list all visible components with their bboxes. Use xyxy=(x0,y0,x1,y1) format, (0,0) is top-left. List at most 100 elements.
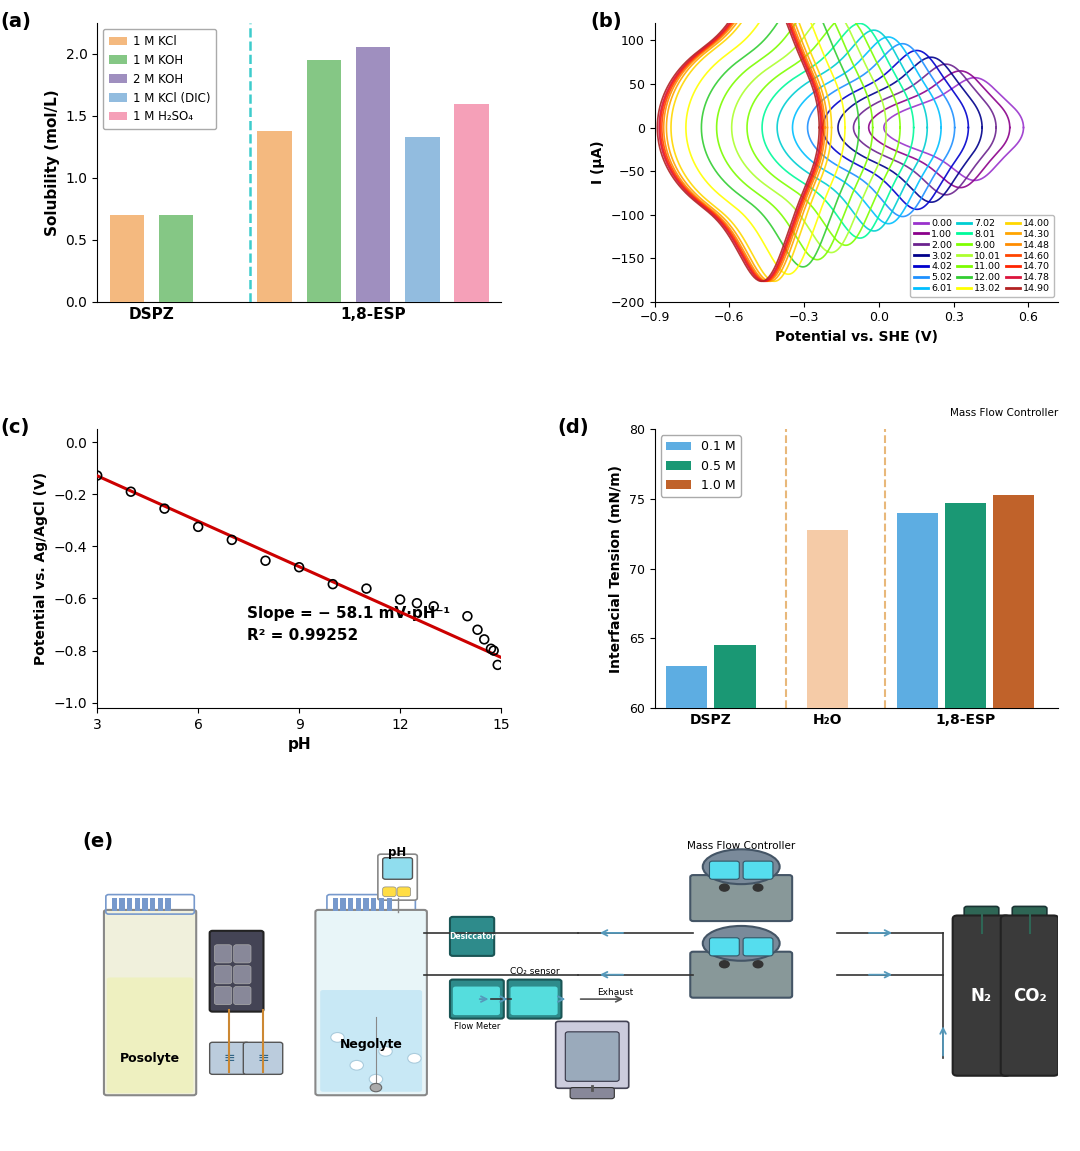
Circle shape xyxy=(379,1046,392,1057)
FancyBboxPatch shape xyxy=(690,952,792,998)
Legend: 0.00, 1.00, 2.00, 3.02, 4.02, 5.02, 6.01, 7.02, 8.01, 9.00, 10.01, 11.00, 12.00,: 0.00, 1.00, 2.00, 3.02, 4.02, 5.02, 6.01… xyxy=(910,215,1054,297)
Text: ≡: ≡ xyxy=(224,1051,235,1066)
Circle shape xyxy=(330,1032,345,1043)
Text: (a): (a) xyxy=(0,12,31,31)
Text: Desiccator: Desiccator xyxy=(449,932,495,940)
FancyBboxPatch shape xyxy=(556,1021,629,1088)
Bar xyxy=(364,898,368,910)
FancyBboxPatch shape xyxy=(210,1043,249,1074)
FancyBboxPatch shape xyxy=(382,887,396,897)
Bar xyxy=(158,898,163,910)
Text: Mass Flow Controller: Mass Flow Controller xyxy=(687,841,795,851)
Text: Mass Flow Controller: Mass Flow Controller xyxy=(950,409,1058,418)
FancyBboxPatch shape xyxy=(233,966,251,984)
Text: N₂: N₂ xyxy=(971,986,993,1005)
Point xyxy=(324,576,341,594)
FancyBboxPatch shape xyxy=(964,907,999,921)
Text: CO₂: CO₂ xyxy=(1013,986,1047,1005)
Point xyxy=(489,656,507,674)
Point xyxy=(189,518,206,536)
FancyBboxPatch shape xyxy=(382,857,413,879)
Point xyxy=(257,551,274,570)
Bar xyxy=(355,898,361,910)
Legend: 1 M KCl, 1 M KOH, 2 M KOH, 1 M KCl (DIC), 1 M H₂SO₄: 1 M KCl, 1 M KOH, 2 M KOH, 1 M KCl (DIC)… xyxy=(103,29,216,129)
Point xyxy=(459,607,476,625)
Bar xyxy=(665,666,707,1151)
Point xyxy=(291,558,308,577)
FancyBboxPatch shape xyxy=(1001,915,1058,1076)
FancyBboxPatch shape xyxy=(320,990,422,1092)
Bar xyxy=(896,513,939,1151)
Y-axis label: I (μA): I (μA) xyxy=(591,140,605,184)
Text: pH: pH xyxy=(389,846,407,860)
Y-axis label: Potential vs. Ag/AgCl (V): Potential vs. Ag/AgCl (V) xyxy=(35,472,49,665)
X-axis label: Potential vs. SHE (V): Potential vs. SHE (V) xyxy=(775,330,937,344)
Text: Slope = − 58.1 mV·pH⁻¹
R² = 0.99252: Slope = − 58.1 mV·pH⁻¹ R² = 0.99252 xyxy=(246,605,449,643)
Bar xyxy=(307,60,341,302)
Bar xyxy=(945,503,986,1151)
FancyBboxPatch shape xyxy=(570,1088,615,1099)
Circle shape xyxy=(350,1060,364,1070)
Circle shape xyxy=(753,884,762,891)
Point xyxy=(391,590,408,609)
FancyBboxPatch shape xyxy=(710,861,740,879)
Bar xyxy=(165,898,171,910)
Bar xyxy=(135,898,140,910)
Circle shape xyxy=(407,1053,421,1064)
Bar xyxy=(109,215,144,302)
Bar xyxy=(348,898,353,910)
Text: (e): (e) xyxy=(83,832,113,851)
Point xyxy=(89,466,106,485)
Bar xyxy=(340,898,346,910)
Point xyxy=(357,579,375,597)
Point xyxy=(156,500,173,518)
Text: Exhaust: Exhaust xyxy=(597,988,633,997)
FancyBboxPatch shape xyxy=(508,980,562,1019)
FancyBboxPatch shape xyxy=(215,945,232,963)
FancyBboxPatch shape xyxy=(397,887,410,897)
FancyBboxPatch shape xyxy=(1012,907,1047,921)
FancyBboxPatch shape xyxy=(243,1043,283,1074)
Bar xyxy=(257,131,292,302)
Bar xyxy=(405,137,440,302)
FancyBboxPatch shape xyxy=(511,986,557,1015)
FancyBboxPatch shape xyxy=(233,945,251,963)
Bar xyxy=(355,46,390,302)
Bar xyxy=(127,898,132,910)
FancyBboxPatch shape xyxy=(450,980,503,1019)
FancyBboxPatch shape xyxy=(743,861,773,879)
Text: Posolyte: Posolyte xyxy=(120,1052,180,1065)
Circle shape xyxy=(370,1083,381,1092)
FancyBboxPatch shape xyxy=(107,977,193,1093)
X-axis label: pH: pH xyxy=(287,737,311,752)
Bar xyxy=(119,898,124,910)
FancyBboxPatch shape xyxy=(450,917,495,955)
FancyBboxPatch shape xyxy=(233,986,251,1005)
Text: (b): (b) xyxy=(590,12,622,31)
Bar xyxy=(807,529,849,1151)
Bar xyxy=(111,898,117,910)
Ellipse shape xyxy=(703,849,780,884)
FancyBboxPatch shape xyxy=(215,986,232,1005)
Bar xyxy=(387,898,392,910)
Text: Negolyte: Negolyte xyxy=(340,1038,403,1051)
Bar xyxy=(714,646,756,1151)
Y-axis label: Solubility (mol/L): Solubility (mol/L) xyxy=(45,89,59,236)
Y-axis label: Interfacial Tension (mN/m): Interfacial Tension (mN/m) xyxy=(609,465,623,672)
FancyBboxPatch shape xyxy=(210,931,264,1012)
Text: (c): (c) xyxy=(0,418,29,437)
FancyBboxPatch shape xyxy=(710,938,740,955)
Legend: 0.1 M, 0.5 M, 1.0 M: 0.1 M, 0.5 M, 1.0 M xyxy=(661,435,741,497)
Text: (d): (d) xyxy=(557,418,590,437)
Circle shape xyxy=(369,1074,382,1084)
Text: Flow Meter: Flow Meter xyxy=(454,1022,500,1031)
Bar xyxy=(993,495,1035,1151)
Bar xyxy=(333,898,338,910)
Text: CO₂ sensor: CO₂ sensor xyxy=(510,967,559,976)
Point xyxy=(475,630,492,648)
FancyBboxPatch shape xyxy=(215,966,232,984)
Circle shape xyxy=(719,961,729,968)
FancyBboxPatch shape xyxy=(953,915,1011,1076)
FancyBboxPatch shape xyxy=(690,875,792,921)
Bar xyxy=(372,898,377,910)
